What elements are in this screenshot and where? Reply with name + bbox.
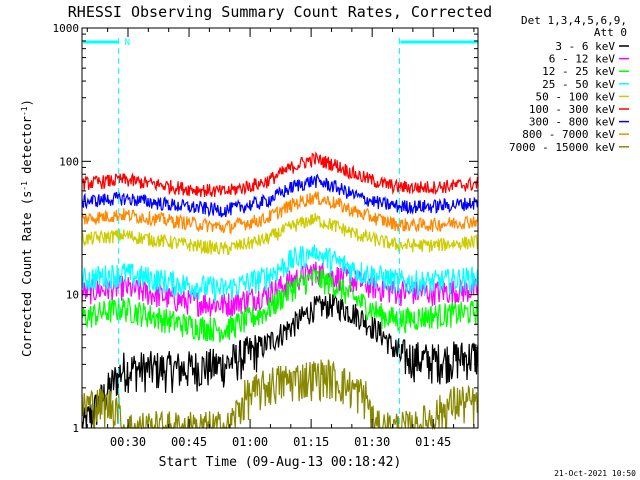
legend-label-3: 25 - 50 keV [542,78,615,91]
series-line-6 [81,173,479,218]
x-tick-label-2: 01:00 [232,435,268,449]
night-flag-layer: N [83,38,478,428]
series-line-3 [81,243,479,303]
series-line-5 [81,151,479,198]
y-tick-label-0: 1 [72,422,79,435]
series-line-2 [81,268,479,343]
legend-label-8: 7000 - 15000 keV [509,141,615,154]
chart-title: RHESSI Observing Summary Count Rates, Co… [68,3,492,21]
legend-label-5: 100 - 300 keV [529,103,615,116]
x-tick-label-4: 01:30 [354,435,390,449]
y-tick-label-1: 10 [66,289,79,302]
legend-header-0: Det 1,3,4,5,6,9, [521,14,627,27]
y-tick-label-2: 100 [59,155,79,168]
legend-label-4: 50 - 100 keV [536,90,616,103]
series-line-4 [81,213,479,256]
y-axis-label: Corrected Count Rate (s-1 detector-1) [20,99,35,357]
x-tick-label-3: 01:15 [293,435,329,449]
axis-layer: 1 10 100 1000 00:30 00:45 01:00 01:15 01:30 01:45 [53,22,479,449]
legend-label-6: 300 - 800 keV [529,116,615,129]
timestamp: 21-Oct-2021 10:50 [554,469,636,478]
legend-label-7: 800 - 7000 keV [522,128,615,141]
legend-header-1: Att 0 [594,26,627,39]
series-line-7 [81,191,479,235]
legend-label-0: 3 - 6 keV [555,40,615,53]
x-axis-label: Start Time (09-Aug-13 00:18:42) [159,455,402,470]
legend-label-2: 12 - 25 keV [542,65,615,78]
night-flag-label: N [125,38,130,48]
series-line-0 [81,293,479,429]
plot-frame [81,27,479,429]
x-tick-label-5: 01:45 [415,435,451,449]
legend-label-1: 6 - 12 keV [549,53,616,66]
x-tick-label-0: 00:30 [110,435,146,449]
y-tick-label-3: 1000 [53,22,80,35]
x-tick-label-1: 00:45 [171,435,207,449]
